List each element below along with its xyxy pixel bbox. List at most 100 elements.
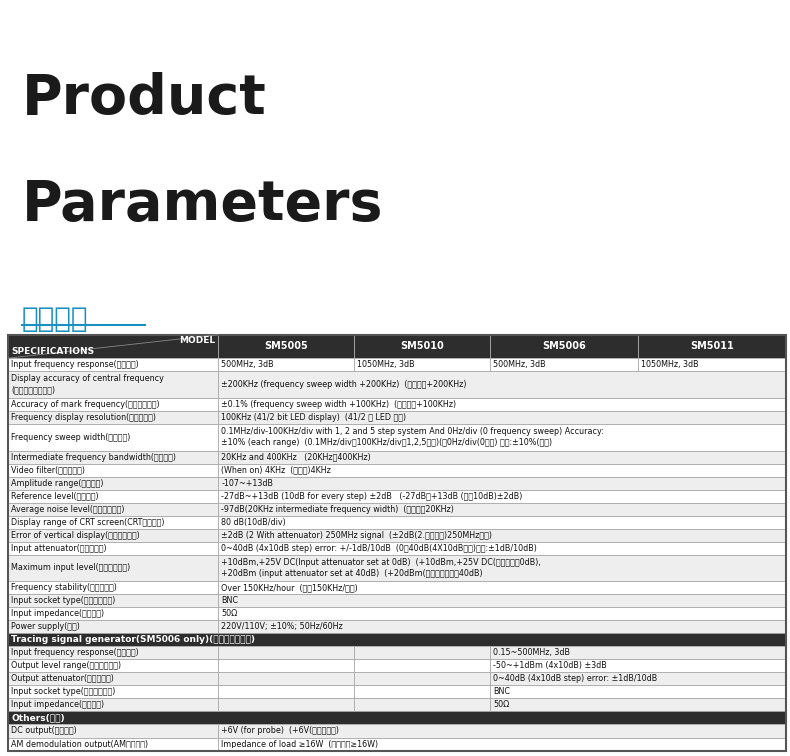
Text: Display range of CRT screen(CRT显示范围): Display range of CRT screen(CRT显示范围) (11, 518, 164, 527)
Bar (218, 607, 786, 621)
Text: Intermediate frequency bandwidth(中频带宽): Intermediate frequency bandwidth(中频带宽) (11, 453, 176, 462)
Text: Input attenuator(输入衰减器): Input attenuator(输入衰减器) (11, 544, 107, 553)
Bar (638, 335, 786, 358)
Bar (8, 594, 218, 607)
Text: -97dB(20KHz intermediate frequency width)  (中频带宽20KHz): -97dB(20KHz intermediate frequency width… (221, 504, 454, 513)
Bar (354, 672, 491, 686)
Bar (354, 659, 491, 672)
Bar (218, 621, 786, 634)
Bar (491, 659, 786, 672)
Text: Accuracy of mark frequency(标记频率精度): Accuracy of mark frequency(标记频率精度) (11, 400, 160, 409)
Text: SM5010: SM5010 (401, 342, 444, 352)
Bar (8, 555, 218, 581)
Text: Input impedance(输入阻抗): Input impedance(输入阻抗) (11, 609, 104, 618)
Text: 50Ω: 50Ω (494, 701, 510, 709)
Bar (218, 659, 354, 672)
Text: Video filter(视频滤波器): Video filter(视频滤波器) (11, 466, 85, 475)
Bar (8, 724, 218, 738)
Bar (8, 451, 218, 463)
Text: Display accuracy of central frequency
(中心频率显示精度): Display accuracy of central frequency (中… (11, 374, 164, 395)
Text: Input socket type(输入插座类型): Input socket type(输入插座类型) (11, 687, 115, 696)
Bar (218, 541, 786, 555)
Bar (218, 358, 354, 371)
Text: 100KHz (41/2 bit LED display)  (41/2 位 LED 显示): 100KHz (41/2 bit LED display) (41/2 位 LE… (221, 413, 406, 422)
Bar (218, 724, 786, 738)
Bar (354, 335, 491, 358)
Text: SM5011: SM5011 (690, 342, 734, 352)
Text: 0.1MHz/div-100KHz/div with 1, 2 and 5 step system And 0Hz/div (0 frequency sweep: 0.1MHz/div-100KHz/div with 1, 2 and 5 st… (221, 427, 604, 448)
Text: 80 dB(10dB/div): 80 dB(10dB/div) (221, 518, 286, 527)
Bar (8, 335, 218, 358)
Bar (8, 634, 786, 646)
Bar (8, 476, 218, 490)
Bar (8, 411, 218, 424)
Bar (218, 581, 786, 594)
Text: BNC: BNC (221, 596, 238, 606)
Text: 0~40dB (4x10dB step) error: ±1dB/10dB: 0~40dB (4x10dB step) error: ±1dB/10dB (494, 674, 658, 683)
Text: Amplitude range(幅度范围): Amplitude range(幅度范围) (11, 479, 103, 488)
Bar (218, 490, 786, 503)
Bar (8, 516, 218, 528)
Text: Input frequency response(输入频响): Input frequency response(输入频响) (11, 649, 139, 658)
Text: Input impedance(输入阻抗): Input impedance(输入阻抗) (11, 701, 104, 709)
Text: Reference level(参考电平): Reference level(参考电平) (11, 491, 99, 500)
Text: Impedance of load ≥16W  (负载阻抗≥16W): Impedance of load ≥16W (负载阻抗≥16W) (221, 739, 378, 748)
Text: Maximum input level(最大输入电平): Maximum input level(最大输入电平) (11, 563, 130, 572)
Bar (8, 371, 218, 398)
Bar (8, 686, 218, 699)
Bar (218, 463, 786, 476)
Bar (218, 335, 354, 358)
Text: Input frequency response(输入频响): Input frequency response(输入频响) (11, 360, 139, 369)
Bar (218, 503, 786, 516)
Text: -50~+1dBm (4x10dB) ±3dB: -50~+1dBm (4x10dB) ±3dB (494, 662, 608, 671)
Text: AM demodulation output(AM解调输出): AM demodulation output(AM解调输出) (11, 739, 149, 748)
Text: Frequency display resolution(显示分辨率): Frequency display resolution(显示分辨率) (11, 413, 156, 422)
Text: Frequency sweep width(扫频宽度): Frequency sweep width(扫频宽度) (11, 432, 130, 442)
Bar (218, 672, 354, 686)
Bar (218, 555, 786, 581)
Text: Product: Product (22, 72, 267, 125)
Text: SPECIFICATIONS: SPECIFICATIONS (11, 347, 94, 355)
Bar (491, 686, 786, 699)
Bar (8, 621, 218, 634)
Text: 产品参数: 产品参数 (22, 305, 88, 333)
Text: DC output(直流输出): DC output(直流输出) (11, 727, 77, 736)
Bar (218, 424, 786, 451)
Bar (218, 528, 786, 541)
Bar (8, 607, 218, 621)
Bar (8, 672, 218, 686)
Bar (218, 476, 786, 490)
Text: +6V (for probe)  (+6V(供探头使用): +6V (for probe) (+6V(供探头使用) (221, 727, 339, 736)
Bar (8, 463, 218, 476)
Text: Output level range(输出电平范围): Output level range(输出电平范围) (11, 662, 121, 671)
Bar (218, 686, 354, 699)
Text: Tracing signal generator(SM5006 only)(追踪信号发生器): Tracing signal generator(SM5006 only)(追踪… (11, 635, 255, 644)
Text: -107~+13dB: -107~+13dB (221, 479, 273, 488)
Bar (8, 490, 218, 503)
Text: 50Ω: 50Ω (221, 609, 237, 618)
Text: ±0.1% (frequency sweep width +100KHz)  (扫频宽度+100KHz): ±0.1% (frequency sweep width +100KHz) (扫… (221, 400, 457, 409)
Text: SM5005: SM5005 (264, 342, 308, 352)
Bar (218, 646, 354, 659)
Bar (8, 646, 218, 659)
Bar (8, 358, 218, 371)
Text: Over 150KHz/hour  (优于150KHz/小时): Over 150KHz/hour (优于150KHz/小时) (221, 584, 358, 593)
Bar (8, 541, 218, 555)
Bar (354, 646, 491, 659)
Bar (218, 398, 786, 411)
Text: 1050MHz, 3dB: 1050MHz, 3dB (641, 360, 699, 369)
Bar (8, 738, 218, 751)
Text: Error of vertical display(垂直显示误差): Error of vertical display(垂直显示误差) (11, 531, 140, 540)
Bar (8, 699, 218, 711)
Bar (354, 358, 491, 371)
Bar (8, 528, 218, 541)
Text: ±200KHz (frequency sweep width +200KHz)  (扫频宽度+200KHz): ±200KHz (frequency sweep width +200KHz) … (221, 380, 467, 389)
Bar (218, 699, 354, 711)
Text: Input socket type(输入插座类型): Input socket type(输入插座类型) (11, 596, 115, 606)
Text: BNC: BNC (494, 687, 510, 696)
Bar (638, 358, 786, 371)
Text: 220V/110V; ±10%; 50Hz/60Hz: 220V/110V; ±10%; 50Hz/60Hz (221, 622, 343, 631)
Bar (218, 371, 786, 398)
Text: Power supply(电源): Power supply(电源) (11, 622, 80, 631)
Text: ±2dB (2 With attenuator) 250MHz signal  (±2dB(2.加衰减器)250MHz信号): ±2dB (2 With attenuator) 250MHz signal (… (221, 531, 492, 540)
